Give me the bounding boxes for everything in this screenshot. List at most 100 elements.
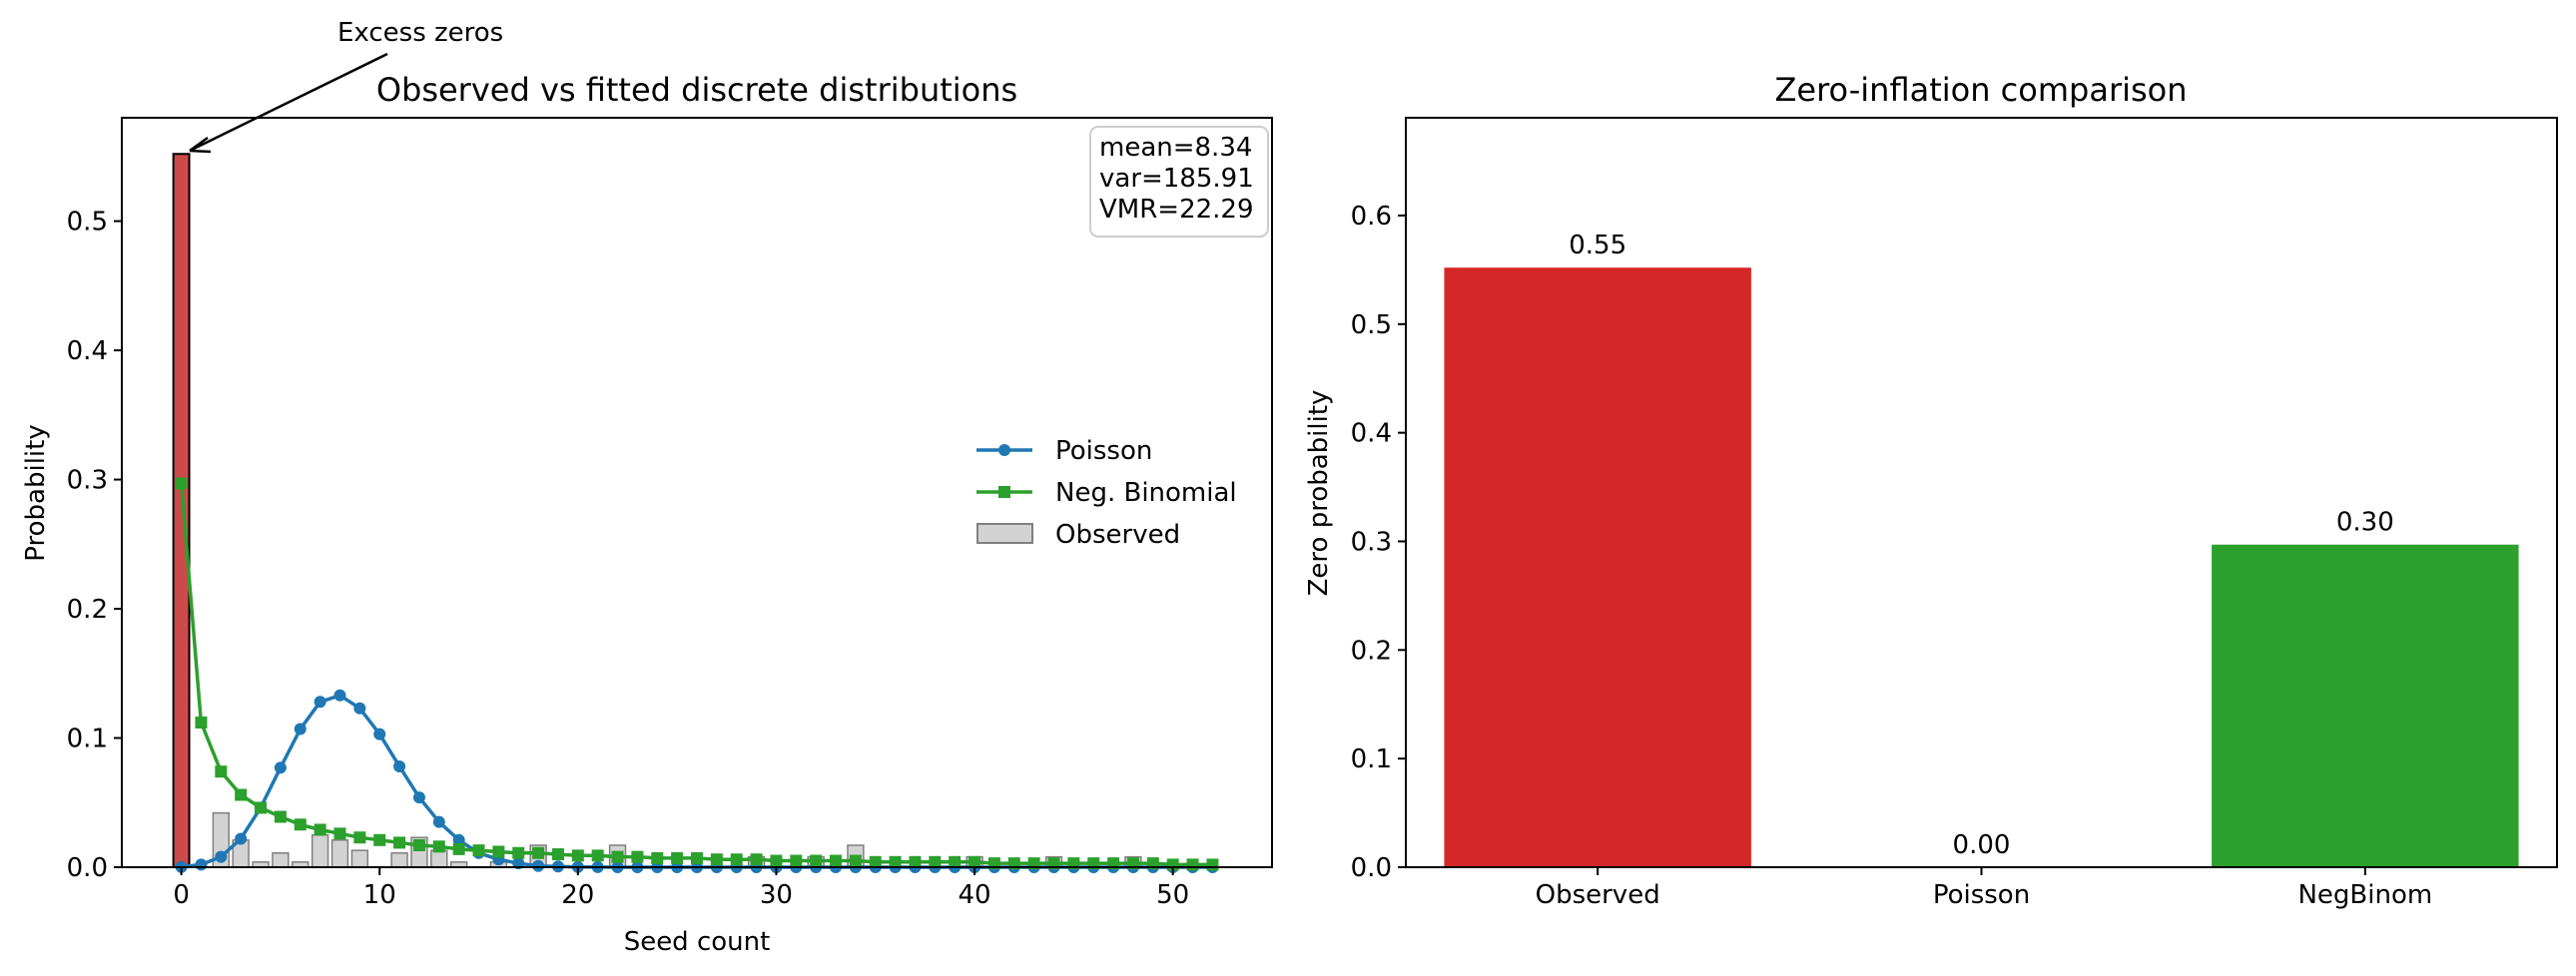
annotation-text: Excess zeros <box>337 18 503 48</box>
poisson-point <box>412 791 425 804</box>
negbinom-point <box>294 818 307 831</box>
stats-box-frame <box>1089 126 1269 238</box>
negbinom-point <box>571 849 584 862</box>
legend-observed-swatch <box>976 523 1033 544</box>
negbinom-point <box>909 855 922 868</box>
negbinom-point <box>671 851 684 864</box>
negbinom-point <box>750 853 763 866</box>
negbinom-point <box>333 827 346 840</box>
negbinom-point <box>472 844 485 857</box>
stats-mean: mean=8.34 <box>1099 133 1252 163</box>
negbinom-point <box>1186 858 1199 871</box>
x-tick-label: 20 <box>561 880 594 910</box>
x-category-label: Observed <box>1536 880 1660 910</box>
negbinom-point <box>730 853 743 866</box>
left-axes-frame <box>121 117 1273 868</box>
poisson-point <box>333 689 346 702</box>
stats-var: var=185.91 <box>1099 164 1254 194</box>
negbinom-point <box>611 850 624 863</box>
y-tick-label: 0.0 <box>67 853 108 883</box>
y-tick-label: 0.3 <box>1351 527 1392 557</box>
negbinom-point <box>591 849 604 862</box>
negbinom-point <box>710 853 723 866</box>
negbinom-point <box>215 765 228 778</box>
y-tick-label: 0.3 <box>67 466 108 496</box>
y-tick-label: 0.5 <box>1351 310 1392 340</box>
y-tick-label: 0.5 <box>67 208 108 238</box>
y-tick-label: 0.2 <box>1351 636 1392 666</box>
poisson-point <box>393 760 406 773</box>
poisson-point <box>195 858 208 871</box>
negbinom-point <box>949 855 962 868</box>
legend-negbinom-label: Neg. Binomial <box>1055 478 1237 508</box>
poisson-point <box>432 815 445 828</box>
negbinom-point <box>274 810 287 823</box>
annotation-arrow-head <box>189 136 212 154</box>
poisson-point <box>235 832 248 845</box>
negbinom-point <box>1206 858 1219 871</box>
left-y-axis-label: Probability <box>21 424 51 561</box>
poisson-point <box>274 761 287 774</box>
x-tick-label: 0 <box>173 880 190 910</box>
right-y-axis-label: Zero probability <box>1304 390 1334 597</box>
negbinom-point <box>810 854 823 867</box>
left-x-axis-label: Seed count <box>624 927 771 957</box>
left-chart-title: Observed vs fitted discrete distribution… <box>376 71 1017 109</box>
observed-bar <box>430 849 448 868</box>
observed-bar <box>350 849 369 868</box>
negbinom-point <box>651 851 664 864</box>
legend-negbinom-marker <box>998 486 1010 498</box>
x-tick-label: 10 <box>363 880 396 910</box>
observed-bar <box>311 833 329 868</box>
x-category-label: Poisson <box>1933 880 2030 910</box>
x-category-label: NegBinom <box>2297 880 2432 910</box>
negbinom-point <box>968 855 981 868</box>
y-tick-label: 0.0 <box>1351 853 1392 883</box>
legend-poisson-label: Poisson <box>1055 436 1152 466</box>
bar-value-label: 0.00 <box>1953 830 2011 860</box>
negbinom-point <box>631 850 644 863</box>
negbinom-point <box>255 801 268 814</box>
negbinom-point <box>691 851 703 864</box>
x-tick-label: 30 <box>760 880 793 910</box>
distribution-chart: 0 10 20 30 40 50 0.0 0.1 0.2 0.3 0.4 0.5 Observed … <box>21 18 1273 957</box>
x-tick-label: 40 <box>959 880 991 910</box>
negbinom-point <box>353 831 366 844</box>
poisson-point <box>532 859 545 872</box>
observed-bar <box>272 852 290 868</box>
observed-bar-zero <box>172 153 191 868</box>
negbinom-point <box>314 823 326 836</box>
poisson-point <box>373 728 386 740</box>
left-legend: Poisson Neg. Binomial Observed <box>976 436 1237 550</box>
poisson-point <box>314 696 326 709</box>
negbinom-point <box>551 848 564 861</box>
negbinom-point <box>849 854 862 867</box>
negbinom-point <box>532 846 545 859</box>
negbinom-point <box>432 840 445 853</box>
y-tick-label: 0.4 <box>67 336 108 366</box>
right-chart-title: Zero-inflation comparison <box>1774 71 2187 109</box>
y-tick-label: 0.1 <box>1351 744 1392 774</box>
poisson-point <box>452 833 465 846</box>
zero-inflation-chart: 0.55 0.00 0.30 Observed Poisson NegBinom 0.0… <box>1304 71 2558 910</box>
zero-prob-bar <box>1444 267 1751 867</box>
zero-prob-bar <box>2212 544 2519 867</box>
negbinom-point <box>869 855 882 868</box>
bar-value-label: 0.30 <box>2336 508 2394 538</box>
excess-zeros-annotation: Excess zeros <box>189 18 503 154</box>
legend-observed-label: Observed <box>1055 520 1180 550</box>
negbinom-point <box>195 716 208 729</box>
x-tick-label: 50 <box>1156 880 1189 910</box>
negbinom-point <box>235 788 248 801</box>
y-tick-label: 0.1 <box>67 725 108 754</box>
negbinom-point <box>492 845 505 858</box>
negbinom-point <box>512 846 525 859</box>
negbinom-point <box>175 477 188 490</box>
y-tick-label: 0.2 <box>67 595 108 625</box>
negbinom-point <box>889 855 902 868</box>
legend-poisson-marker <box>998 444 1010 456</box>
negbinom-point <box>790 854 803 867</box>
negbinom-point <box>393 836 406 849</box>
stats-box: mean=8.34 var=185.91 VMR=22.29 <box>1089 126 1269 238</box>
